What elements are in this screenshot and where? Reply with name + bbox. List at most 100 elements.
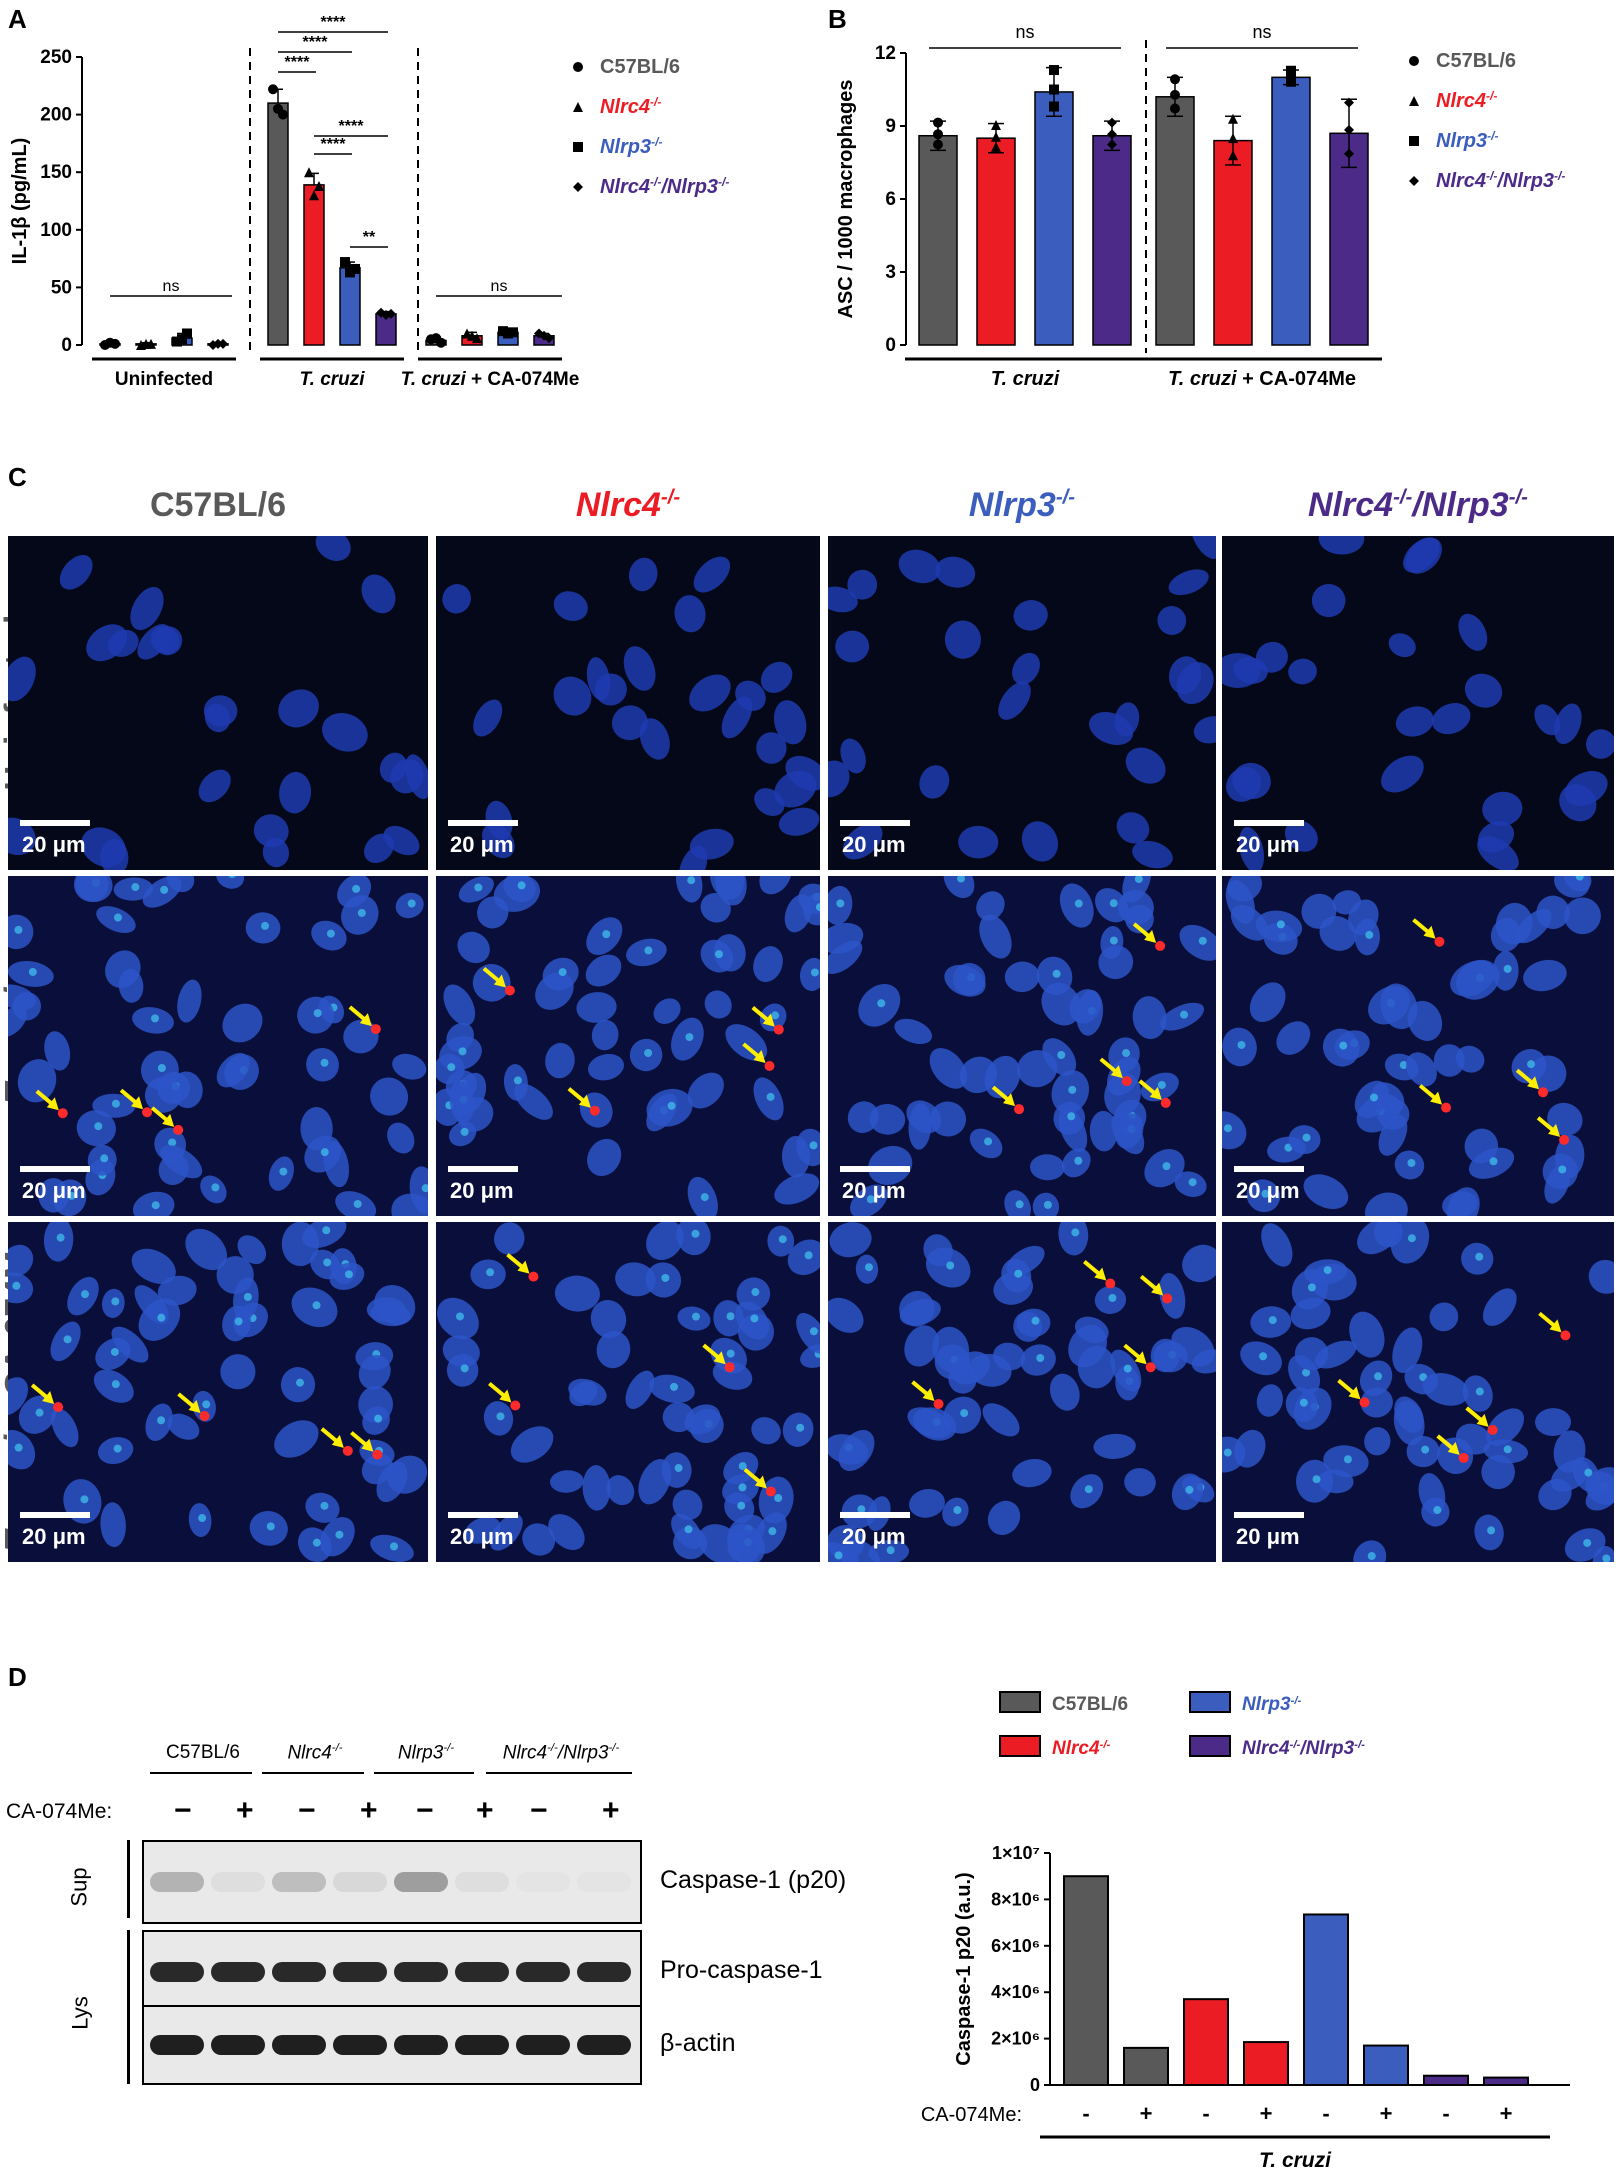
label-part: -/- <box>1554 169 1565 183</box>
data-point <box>340 257 350 268</box>
nucleus <box>1538 1478 1572 1511</box>
nucleus <box>1124 1468 1156 1497</box>
micrograph-nuclei <box>8 536 428 870</box>
group-label: T. cruzi <box>1259 2149 1332 2172</box>
nucleus <box>1535 1408 1572 1437</box>
data-point <box>177 334 187 345</box>
nucleus-spot <box>447 1063 456 1072</box>
micrograph-nuclei <box>8 1222 428 1562</box>
nucleus <box>1157 606 1187 635</box>
arrow-head <box>499 1389 512 1403</box>
sig-label: **** <box>321 136 347 153</box>
nucleus <box>157 1275 197 1306</box>
nucleus <box>1013 600 1048 631</box>
scale-bar <box>840 820 910 826</box>
asc-speck <box>1434 936 1445 947</box>
nucleus-spot <box>455 1312 464 1321</box>
scale-bar <box>20 820 90 826</box>
nucleus <box>442 584 471 614</box>
nucleus <box>370 1077 409 1116</box>
nucleus-spot <box>1407 1159 1416 1168</box>
nucleus <box>1486 1408 1524 1446</box>
nucleus-spot <box>1602 1554 1611 1562</box>
y-axis-label: ASC / 1000 macrophages <box>835 80 857 319</box>
data-point <box>1107 117 1117 128</box>
nucleus <box>262 838 290 868</box>
label-part: Nlrp3 <box>600 136 651 158</box>
nucleus-spot <box>1487 1526 1496 1535</box>
nucleus-spot <box>1343 1455 1352 1464</box>
asc-speck <box>1145 1362 1156 1373</box>
nucleus-spot <box>796 1423 805 1432</box>
nucleus-spot <box>809 1327 818 1336</box>
nucleus-spot <box>111 1297 120 1306</box>
nucleus-spot <box>323 1258 332 1267</box>
nucleus <box>545 1042 575 1079</box>
bar <box>1034 91 1074 346</box>
nucleus-spot <box>1108 1293 1117 1302</box>
y-axis-label: Caspase-1 p20 (a.u.) <box>953 1872 975 2065</box>
group-label-part: + CA-074Me <box>1237 368 1357 390</box>
nucleus <box>904 1325 939 1367</box>
nucleus-spot <box>726 1312 735 1321</box>
blot-lane-line <box>150 1772 252 1774</box>
data-point <box>991 141 1001 152</box>
nucleus-spot <box>313 1009 322 1018</box>
nucleus <box>689 674 731 712</box>
data-point <box>573 102 583 112</box>
nucleus-spot <box>1421 1445 1430 1454</box>
nucleus-spot <box>738 1483 747 1492</box>
nucleus <box>639 718 670 760</box>
data-point <box>436 337 446 348</box>
nucleus <box>929 1048 968 1089</box>
nucleus <box>1132 996 1167 1040</box>
nucleus-spot <box>243 1292 252 1301</box>
data-point <box>110 338 120 349</box>
nucleus <box>361 1453 394 1485</box>
data-point <box>1049 65 1059 76</box>
nucleus <box>585 954 622 987</box>
nucleus <box>374 1285 416 1326</box>
nucleus <box>111 1326 149 1363</box>
nucleus <box>838 1430 875 1472</box>
blot-band <box>394 1872 448 1892</box>
nucleus <box>1319 915 1357 951</box>
asc-speck <box>342 1445 353 1456</box>
micrograph-nuclei <box>442 556 820 870</box>
nucleus <box>387 1122 415 1154</box>
nucleus <box>220 1354 256 1390</box>
bar <box>1329 132 1369 346</box>
nucleus <box>222 1003 263 1043</box>
scale-bar-label: 20 μm <box>22 1178 86 1203</box>
group-label-part: + CA-074Me <box>466 369 580 390</box>
nucleus-spot <box>644 946 653 955</box>
arrow-head <box>1151 1282 1164 1296</box>
asc-speck <box>589 1105 600 1116</box>
nucleus-spot <box>211 1183 220 1192</box>
nucleus <box>1547 1102 1583 1136</box>
blot-band <box>577 1962 631 1982</box>
y-tick-label: 9 <box>885 116 896 137</box>
nucleus <box>204 703 231 733</box>
legend-swatch <box>1189 1735 1231 1757</box>
label-part: -/- <box>650 95 661 109</box>
nucleus-spot <box>517 881 526 890</box>
data-point <box>304 167 314 178</box>
nucleus-spot <box>751 1288 760 1297</box>
label-part: /Nlrp3 <box>1496 170 1554 192</box>
nucleus-spot <box>737 1501 746 1510</box>
nucleus <box>1477 821 1515 853</box>
blot-strip <box>142 1930 642 2014</box>
nucleus <box>591 1019 619 1051</box>
y-tick-label: 50 <box>51 277 72 298</box>
group-label-part: T. cruzi <box>991 368 1060 390</box>
legend-label: Nlrc4-/- <box>600 95 661 118</box>
nucleus <box>150 626 180 654</box>
nucleus <box>687 1072 724 1109</box>
nucleus <box>131 1248 176 1284</box>
nucleus <box>59 555 93 590</box>
nucleus <box>278 689 319 728</box>
bar <box>1271 76 1311 346</box>
nucleus-spot <box>1503 964 1512 973</box>
nucleus-spot <box>1339 1041 1348 1050</box>
